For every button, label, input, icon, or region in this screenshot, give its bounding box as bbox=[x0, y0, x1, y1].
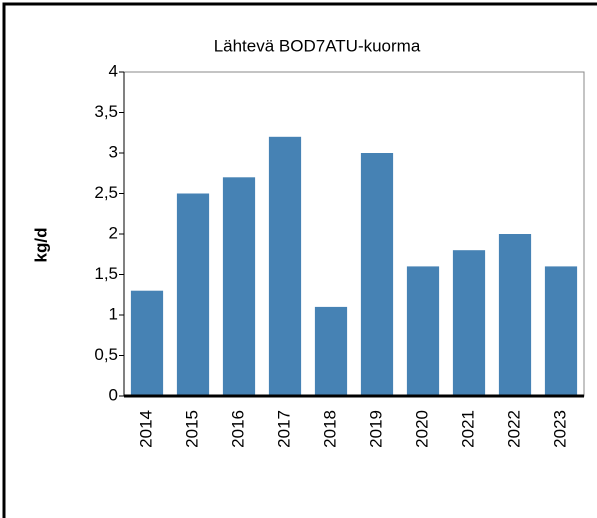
x-tick-label: 2016 bbox=[228, 410, 247, 448]
y-tick-label: 2,5 bbox=[94, 183, 118, 202]
bar bbox=[268, 136, 302, 397]
x-tick-label: 2015 bbox=[182, 410, 201, 448]
bar bbox=[498, 234, 532, 396]
x-tick-label: 2018 bbox=[320, 410, 339, 448]
x-tick-label: 2019 bbox=[366, 410, 385, 448]
y-tick-label: 3 bbox=[109, 142, 118, 161]
x-tick-label: 2014 bbox=[136, 410, 155, 448]
x-tick-label: 2017 bbox=[274, 410, 293, 448]
y-tick-label: 2 bbox=[109, 223, 118, 242]
bar bbox=[222, 177, 256, 396]
bar bbox=[406, 266, 440, 396]
bar bbox=[360, 153, 394, 396]
y-tick-label: 0,5 bbox=[94, 345, 118, 364]
y-axis-label: kg/d bbox=[31, 228, 50, 263]
bar bbox=[544, 266, 578, 396]
x-tick-label: 2023 bbox=[550, 410, 569, 448]
x-tick-label: 2020 bbox=[412, 410, 431, 448]
chart-title: Lähtevä BOD7ATU-kuorma bbox=[214, 36, 421, 55]
y-tick-label: 4 bbox=[109, 61, 118, 80]
bar bbox=[176, 193, 210, 396]
bar bbox=[314, 306, 348, 396]
y-tick-label: 1,5 bbox=[94, 264, 118, 283]
bar bbox=[130, 290, 164, 396]
y-tick-label: 3,5 bbox=[94, 102, 118, 121]
x-tick-label: 2022 bbox=[504, 410, 523, 448]
y-tick-label: 1 bbox=[109, 304, 118, 323]
y-tick-label: 0 bbox=[109, 385, 118, 404]
x-tick-label: 2021 bbox=[458, 410, 477, 448]
bar bbox=[452, 250, 486, 396]
